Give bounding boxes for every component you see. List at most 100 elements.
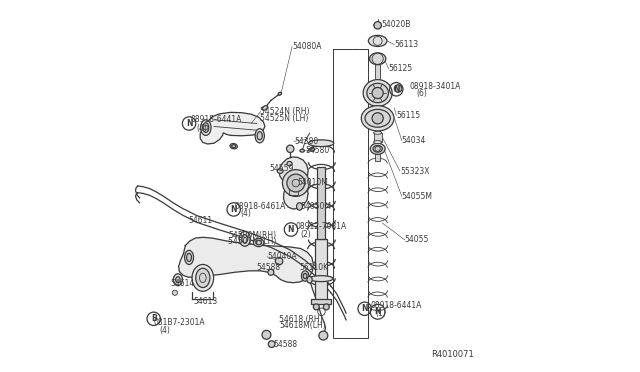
Circle shape bbox=[372, 113, 383, 124]
Ellipse shape bbox=[253, 238, 264, 247]
Circle shape bbox=[275, 257, 283, 265]
Ellipse shape bbox=[300, 149, 305, 152]
Circle shape bbox=[374, 22, 381, 29]
Ellipse shape bbox=[277, 169, 283, 173]
Text: N: N bbox=[186, 119, 192, 128]
Text: N: N bbox=[230, 205, 237, 214]
Text: 54618 (RH): 54618 (RH) bbox=[279, 315, 323, 324]
Text: (2): (2) bbox=[301, 230, 312, 239]
Text: 56113: 56113 bbox=[394, 40, 419, 49]
Text: 54055: 54055 bbox=[405, 235, 429, 244]
Ellipse shape bbox=[256, 240, 261, 245]
Ellipse shape bbox=[175, 277, 180, 283]
Ellipse shape bbox=[173, 274, 182, 286]
Text: 54034: 54034 bbox=[402, 136, 426, 145]
Text: 08918-6461A: 08918-6461A bbox=[234, 202, 286, 211]
Ellipse shape bbox=[296, 203, 303, 210]
Text: (1): (1) bbox=[375, 309, 386, 318]
Text: 08918-6441A: 08918-6441A bbox=[191, 115, 243, 124]
Text: 54380: 54380 bbox=[294, 137, 318, 146]
Polygon shape bbox=[289, 186, 298, 195]
Text: 54588: 54588 bbox=[273, 340, 298, 349]
Ellipse shape bbox=[373, 145, 382, 152]
Ellipse shape bbox=[232, 145, 236, 148]
Ellipse shape bbox=[278, 92, 282, 95]
Text: 54580: 54580 bbox=[305, 146, 330, 155]
Circle shape bbox=[287, 145, 294, 153]
Ellipse shape bbox=[310, 148, 315, 151]
Text: 54559: 54559 bbox=[270, 164, 294, 173]
Polygon shape bbox=[279, 157, 308, 209]
Ellipse shape bbox=[255, 129, 264, 143]
Circle shape bbox=[262, 330, 271, 339]
Ellipse shape bbox=[230, 144, 237, 149]
Ellipse shape bbox=[307, 276, 312, 283]
Circle shape bbox=[323, 304, 330, 310]
Text: 54613: 54613 bbox=[193, 297, 218, 306]
Text: 54614: 54614 bbox=[170, 279, 195, 288]
Ellipse shape bbox=[287, 161, 292, 166]
Bar bbox=[315, 239, 327, 301]
Text: 08912-7081A: 08912-7081A bbox=[295, 222, 346, 231]
Ellipse shape bbox=[239, 231, 250, 246]
Text: (4): (4) bbox=[159, 326, 170, 335]
Ellipse shape bbox=[369, 53, 386, 65]
Text: 54055M: 54055M bbox=[402, 192, 433, 201]
Circle shape bbox=[372, 87, 383, 99]
Ellipse shape bbox=[184, 250, 193, 264]
Ellipse shape bbox=[196, 268, 210, 288]
Text: 54524N (RH): 54524N (RH) bbox=[260, 107, 310, 116]
Ellipse shape bbox=[374, 141, 381, 144]
Bar bbox=[376, 53, 380, 161]
Text: 56110K: 56110K bbox=[300, 263, 329, 272]
Text: 54040A: 54040A bbox=[267, 252, 297, 261]
Text: 54010M: 54010M bbox=[298, 178, 328, 187]
Ellipse shape bbox=[200, 120, 211, 135]
Text: B: B bbox=[151, 314, 157, 323]
Ellipse shape bbox=[301, 271, 309, 281]
Bar bbox=[374, 133, 382, 142]
Circle shape bbox=[287, 174, 305, 192]
Text: 56115: 56115 bbox=[396, 111, 420, 120]
Circle shape bbox=[319, 331, 328, 340]
Text: 55323X: 55323X bbox=[400, 167, 429, 176]
Ellipse shape bbox=[257, 132, 262, 140]
Ellipse shape bbox=[203, 123, 209, 132]
Ellipse shape bbox=[370, 143, 385, 154]
Text: 56125: 56125 bbox=[389, 64, 413, 73]
Circle shape bbox=[394, 85, 402, 92]
Ellipse shape bbox=[309, 276, 333, 282]
Ellipse shape bbox=[262, 106, 268, 110]
Polygon shape bbox=[179, 237, 314, 283]
Circle shape bbox=[282, 170, 309, 196]
Text: 54525N (LH): 54525N (LH) bbox=[260, 114, 309, 123]
Text: 54020B: 54020B bbox=[381, 20, 411, 29]
Ellipse shape bbox=[308, 140, 334, 147]
Bar bbox=[317, 167, 325, 239]
Text: 54588: 54588 bbox=[257, 263, 281, 272]
Circle shape bbox=[314, 304, 319, 310]
Text: R4010071: R4010071 bbox=[431, 350, 474, 359]
Circle shape bbox=[268, 341, 275, 347]
Ellipse shape bbox=[187, 253, 191, 262]
Text: 54500M(RH): 54500M(RH) bbox=[228, 231, 276, 240]
Ellipse shape bbox=[374, 23, 381, 28]
Text: N: N bbox=[374, 307, 381, 316]
Ellipse shape bbox=[365, 109, 390, 127]
Text: N: N bbox=[393, 85, 399, 94]
Ellipse shape bbox=[362, 106, 394, 131]
Text: 08918-6441A: 08918-6441A bbox=[371, 301, 422, 310]
Ellipse shape bbox=[367, 83, 388, 103]
Ellipse shape bbox=[369, 35, 387, 46]
Text: 54501N (LH): 54501N (LH) bbox=[228, 237, 276, 246]
Ellipse shape bbox=[192, 264, 214, 291]
Ellipse shape bbox=[303, 273, 307, 279]
Bar bbox=[312, 299, 331, 304]
Text: (4): (4) bbox=[240, 209, 251, 218]
Circle shape bbox=[172, 290, 177, 295]
Text: 54611: 54611 bbox=[188, 216, 212, 225]
Text: 54618M(LH): 54618M(LH) bbox=[279, 321, 326, 330]
Circle shape bbox=[268, 269, 274, 275]
Text: 081B7-2301A: 081B7-2301A bbox=[154, 318, 205, 327]
Text: 08918-3401A: 08918-3401A bbox=[410, 82, 461, 91]
